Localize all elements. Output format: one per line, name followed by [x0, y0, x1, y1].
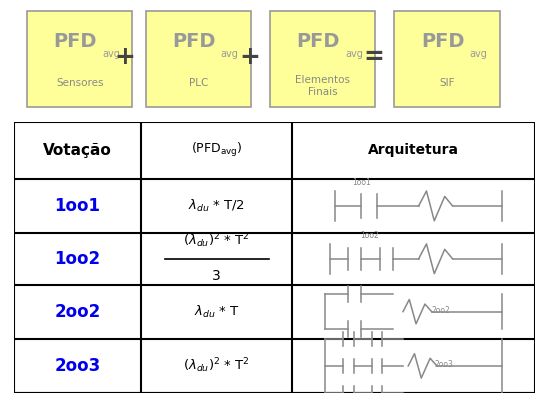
FancyBboxPatch shape: [146, 11, 251, 107]
Text: SIF: SIF: [439, 78, 455, 88]
Text: 2oo3: 2oo3: [434, 360, 453, 369]
Text: 2oo2: 2oo2: [431, 306, 450, 315]
FancyBboxPatch shape: [394, 11, 500, 107]
FancyBboxPatch shape: [27, 11, 132, 107]
Text: Elementos
Finais: Elementos Finais: [295, 75, 350, 97]
Text: PFD: PFD: [53, 32, 97, 51]
Text: 1oo1: 1oo1: [55, 197, 100, 215]
Text: PFD: PFD: [296, 32, 340, 51]
Text: 3: 3: [212, 269, 221, 283]
Text: Arquitetura: Arquitetura: [368, 143, 459, 157]
Text: PFD: PFD: [421, 32, 464, 51]
Text: avg: avg: [221, 49, 239, 59]
Text: 1oo2: 1oo2: [55, 250, 100, 268]
Text: PFD: PFD: [172, 32, 216, 51]
Text: 2oo2: 2oo2: [54, 303, 100, 321]
Text: $(\lambda_{du})^2$ * T$^2$: $(\lambda_{du})^2$ * T$^2$: [183, 232, 250, 250]
Text: Votação: Votação: [43, 143, 112, 158]
Text: Sensores: Sensores: [56, 78, 103, 88]
Text: 1oo1: 1oo1: [352, 178, 370, 187]
Text: avg: avg: [345, 49, 363, 59]
Text: +: +: [115, 44, 136, 69]
Text: avg: avg: [469, 49, 487, 59]
Text: 1oo2: 1oo2: [360, 231, 379, 240]
Text: (PFD$_\mathregular{avg}$): (PFD$_\mathregular{avg}$): [191, 141, 242, 159]
Text: PLC: PLC: [189, 78, 208, 88]
Text: =: =: [364, 44, 384, 69]
Text: $\lambda_{du}$ * T/2: $\lambda_{du}$ * T/2: [188, 198, 245, 214]
Text: $(\lambda_{du})^2$ * T$^2$: $(\lambda_{du})^2$ * T$^2$: [183, 356, 250, 375]
Text: avg: avg: [102, 49, 120, 59]
Text: 2oo3: 2oo3: [54, 357, 100, 375]
FancyBboxPatch shape: [270, 11, 375, 107]
Text: +: +: [240, 44, 260, 69]
Text: $\lambda_{du}$ * T: $\lambda_{du}$ * T: [194, 304, 240, 320]
